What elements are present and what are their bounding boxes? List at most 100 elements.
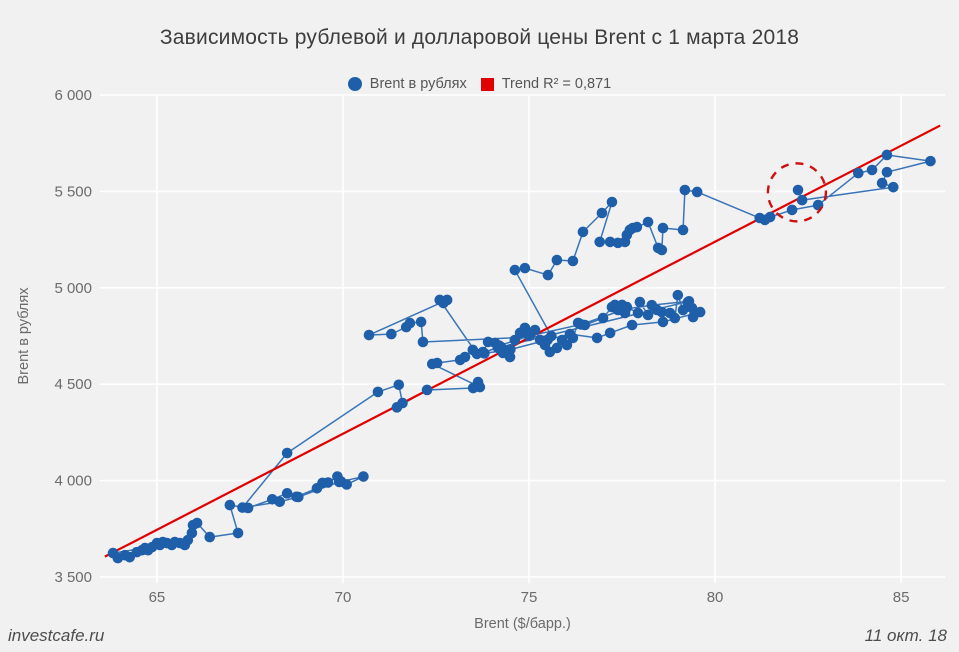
scatter-point bbox=[694, 306, 706, 318]
scatter-point bbox=[575, 319, 587, 330]
scatter-point bbox=[634, 296, 646, 308]
scatter-point bbox=[142, 544, 154, 556]
scatter-point bbox=[523, 330, 535, 342]
scatter-point bbox=[495, 341, 507, 353]
scatter-point bbox=[372, 386, 384, 398]
scatter-point bbox=[594, 236, 606, 248]
scatter-point bbox=[281, 447, 293, 459]
scatter-point bbox=[656, 306, 668, 318]
scatter-point bbox=[577, 226, 589, 238]
y-tick-label: 5 500 bbox=[54, 183, 92, 200]
chart-legend: Brent в рублях Trend R² = 0,871 bbox=[0, 74, 959, 94]
scatter-point bbox=[881, 166, 893, 178]
y-tick-label: 4 000 bbox=[54, 473, 92, 490]
scatter-point bbox=[876, 177, 888, 189]
scatter-point bbox=[542, 269, 554, 281]
scatter-point bbox=[441, 294, 453, 306]
scatter-point bbox=[657, 222, 669, 234]
y-tick-label: 5 000 bbox=[54, 280, 92, 297]
legend-item-series: Brent в рублях bbox=[347, 76, 467, 92]
legend-item-trend: Trend R² = 0,871 bbox=[480, 76, 612, 92]
scatter-point bbox=[669, 312, 681, 324]
scatter-point bbox=[232, 527, 244, 539]
series-connector-line bbox=[112, 154, 932, 559]
y-tick-label: 4 500 bbox=[54, 376, 92, 393]
scatter-point bbox=[519, 262, 531, 274]
scatter-point bbox=[887, 181, 899, 193]
watermark-text: investcafe.ru bbox=[8, 626, 105, 645]
scatter-point bbox=[119, 549, 131, 561]
scatter-point bbox=[322, 477, 334, 488]
scatter-point bbox=[656, 244, 668, 256]
scatter-point bbox=[391, 402, 403, 413]
scatter-point bbox=[191, 517, 203, 529]
scatter-point bbox=[333, 476, 345, 488]
y-axis-title: Brent в рублях bbox=[16, 287, 32, 385]
trend-marker-icon bbox=[480, 77, 494, 91]
scatter-point bbox=[474, 381, 486, 393]
scatter-point bbox=[631, 221, 643, 233]
chart-title: Зависимость рублевой и долларовой цены B… bbox=[159, 26, 800, 49]
x-tick-label: 80 bbox=[707, 589, 724, 606]
scatter-point bbox=[672, 289, 684, 301]
series-marker-icon bbox=[347, 77, 362, 91]
scatter-point bbox=[169, 536, 181, 548]
scatter-point bbox=[186, 527, 198, 539]
scatter-point bbox=[358, 471, 369, 482]
scatter-point bbox=[925, 155, 936, 167]
trend-line bbox=[104, 124, 941, 558]
x-axis-title: Brent ($/барр.) bbox=[474, 616, 571, 632]
scatter-point bbox=[606, 196, 618, 208]
scatter-point bbox=[471, 348, 483, 360]
scatter-point bbox=[404, 317, 416, 329]
scatter-point bbox=[604, 236, 616, 248]
scatter-point bbox=[866, 164, 878, 176]
scatter-point bbox=[657, 316, 669, 328]
scatter-point bbox=[632, 307, 644, 319]
scatter-point bbox=[764, 211, 776, 223]
scatter-point bbox=[591, 332, 603, 344]
legend-trend-label: Trend R² = 0,871 bbox=[501, 76, 612, 92]
scatter-point bbox=[881, 149, 893, 161]
highlight-annotation-circle bbox=[766, 162, 828, 223]
x-tick-label: 65 bbox=[149, 589, 166, 606]
scatter-point bbox=[421, 384, 433, 396]
scatter-point bbox=[509, 264, 521, 276]
y-tick-label: 6 000 bbox=[54, 87, 92, 104]
scatter-point bbox=[597, 312, 609, 324]
scatter-point bbox=[786, 204, 798, 216]
scatter-point bbox=[642, 309, 654, 321]
scatter-point bbox=[504, 351, 516, 363]
scatter-point bbox=[274, 496, 286, 508]
scatter-point bbox=[546, 330, 557, 342]
scatter-point bbox=[604, 327, 616, 339]
scatter-point bbox=[564, 328, 576, 340]
legend-series-label: Brent в рублях bbox=[369, 76, 467, 92]
x-tick-label: 70 bbox=[335, 589, 352, 606]
scatter-point bbox=[393, 379, 405, 391]
scatter-point bbox=[677, 304, 689, 316]
scatter-point bbox=[363, 329, 375, 341]
x-tick-label: 85 bbox=[893, 589, 910, 606]
scatter-point bbox=[459, 351, 471, 363]
scatter-point bbox=[642, 216, 654, 228]
scatter-point bbox=[691, 186, 703, 198]
scatter-point bbox=[561, 339, 573, 351]
scatter-point bbox=[677, 224, 689, 236]
scatter-point bbox=[415, 316, 427, 328]
scatter-point bbox=[679, 184, 691, 196]
scatter-point bbox=[796, 194, 808, 206]
scatter-point bbox=[792, 184, 804, 196]
scatter-point bbox=[620, 303, 632, 315]
scatter-point bbox=[157, 536, 169, 548]
scatter-point bbox=[683, 295, 695, 307]
scatter-point bbox=[551, 254, 563, 266]
scatter-point bbox=[596, 207, 608, 219]
scatter-point bbox=[646, 299, 658, 311]
scatter-point bbox=[107, 547, 119, 559]
scatter-point bbox=[431, 357, 443, 369]
date-label: 11 окт. 18 bbox=[864, 626, 947, 645]
y-tick-label: 3 500 bbox=[54, 569, 92, 586]
scatter-point bbox=[293, 491, 304, 503]
